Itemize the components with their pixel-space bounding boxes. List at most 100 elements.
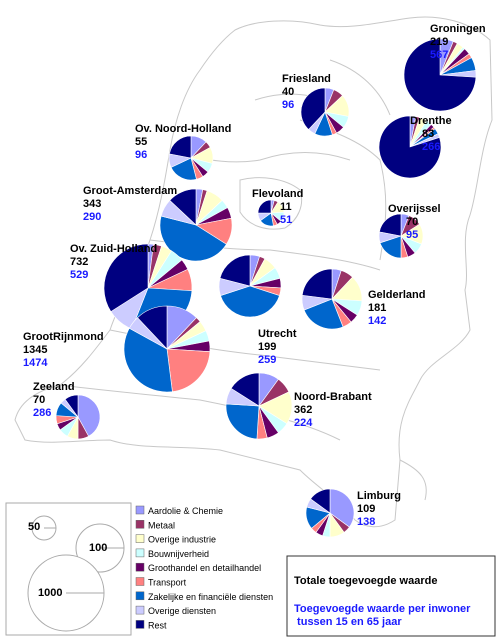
legend-swatch-groothandel [135, 562, 145, 572]
pie-slice-ov-zuid-holland-rest [103, 243, 149, 312]
legend-swatch-zakelijk [135, 591, 145, 601]
pie-grootrijnmond [123, 305, 211, 393]
pie-slice-noord-brabant-rest [230, 372, 260, 407]
size-label-100: 100 [89, 542, 107, 554]
pie-layer [55, 38, 477, 538]
legend-label-groothandel: Groothandel en detailhandel [148, 563, 261, 573]
outline-inner-8 [329, 59, 391, 116]
region-capita-gelderland: 142 [368, 315, 386, 327]
region-name-overijssel: Overijssel [388, 203, 441, 215]
region-total-gelderland: 181 [368, 302, 386, 314]
legend-swatch-transport [135, 577, 145, 586]
size-legend: 50 100 1000 [5, 502, 132, 636]
region-total-groot-amsterdam: 343 [83, 198, 101, 210]
pie-slice-grootrijnmond-rest [137, 305, 168, 350]
pie-zeeland [55, 394, 101, 440]
region-name-noord-brabant: Noord-Brabant [294, 391, 372, 403]
pie-slice-friesland-rest [300, 87, 326, 130]
region-capita-utrecht: 259 [258, 354, 276, 366]
region-name-limburg: Limburg [357, 490, 401, 502]
pie-slice-flevoland-rest [257, 199, 272, 214]
pie-ov-zuid-holland [103, 243, 193, 333]
legend-label-transport: Transport [148, 578, 187, 588]
pie-groot-amsterdam [159, 188, 233, 262]
region-total-overijssel: 70 [406, 216, 418, 228]
pie-overijssel [378, 213, 424, 259]
legend-label-rest: Rest [148, 620, 167, 630]
explanation-frame [286, 555, 496, 637]
region-total-utrecht: 199 [258, 341, 276, 353]
explanation-capita-line2: tussen 15 en 65 jaar [294, 616, 402, 628]
pie-slice-ov-noord-holland-rest [169, 135, 192, 159]
region-name-groot-amsterdam: Groot-Amsterdam [83, 185, 177, 197]
region-name-groningen: Groningen [430, 23, 486, 35]
outline-inner-5 [239, 177, 303, 230]
pie-gelderland [301, 268, 363, 330]
pie-slice-utrecht-zakelijk [220, 285, 280, 318]
pie-slice-gelderland-rest [301, 268, 333, 300]
pie-noord-brabant [225, 372, 293, 440]
region-total-ov-noord-holland: 55 [135, 136, 147, 148]
pie-drenthe [378, 115, 442, 179]
region-total-zeeland: 70 [33, 394, 45, 406]
pie-slice-limburg-aardolie [329, 488, 355, 528]
region-name-utrecht: Utrecht [258, 328, 297, 340]
legend-label-bouw: Bouwnijverheid [148, 549, 209, 559]
pie-slice-utrecht-rest [219, 254, 251, 287]
region-total-noord-brabant: 362 [294, 404, 312, 416]
outline-inner-2 [299, 119, 387, 261]
size-label-1000: 1000 [38, 587, 62, 599]
label-layer: Groningen219567Friesland4096Drenthe83266… [23, 23, 486, 528]
region-total-limburg: 109 [357, 503, 375, 515]
region-name-ov-zuid-holland: Ov. Zuid-Holland [70, 243, 157, 255]
size-label-50: 50 [28, 521, 40, 533]
legend-swatch-overige_diensten [135, 605, 145, 615]
region-name-ov-noord-holland: Ov. Noord-Holland [135, 123, 231, 135]
outline-inner-6 [59, 384, 341, 441]
region-capita-drenthe: 266 [422, 141, 440, 153]
region-total-friesland: 40 [282, 86, 294, 98]
pie-utrecht [218, 254, 282, 318]
explanation-capita-line1: Toegevoegde waarde per inwoner [294, 603, 471, 615]
outline-inner-9 [254, 93, 311, 101]
region-total-flevoland: 11 [280, 201, 292, 213]
pie-groningen [403, 38, 477, 112]
legend-swatch-metaal [135, 520, 145, 529]
pie-slice-zeeland-aardolie [77, 394, 101, 437]
region-capita-overijssel: 95 [406, 229, 418, 241]
pie-friesland [300, 87, 350, 137]
region-capita-flevoland: 51 [280, 214, 292, 226]
region-total-ov-zuid-holland: 732 [70, 256, 88, 268]
explanation-box: Totale toegevoegde waarde Toegevoegde wa… [286, 555, 496, 637]
legend-label-metaal: Metaal [148, 520, 175, 530]
region-capita-ov-zuid-holland: 529 [70, 269, 88, 281]
pie-slice-noord-brabant-zakelijk [225, 403, 260, 440]
legend-swatch-aardolie [135, 505, 145, 515]
pie-slice-grootrijnmond-transport [166, 348, 211, 392]
region-capita-zeeland: 286 [33, 407, 51, 419]
pie-slice-groningen-rest [403, 38, 477, 112]
region-total-drenthe: 83 [422, 128, 434, 140]
pie-slice-zeeland-rest [64, 394, 79, 418]
explanation-total-label: Totale toegevoegde waarde [294, 575, 437, 587]
region-name-flevoland: Flevoland [252, 188, 303, 200]
region-name-drenthe: Drenthe [410, 115, 452, 127]
pie-ov-noord-holland [168, 135, 214, 181]
region-name-zeeland: Zeeland [33, 381, 75, 393]
pie-slice-overijssel-rest [379, 213, 402, 237]
region-capita-ov-noord-holland: 96 [135, 149, 147, 161]
region-capita-grootrijnmond: 1474 [23, 357, 48, 369]
sector-legend: Aardolie & Chemie Metaal Overige industrie… [135, 505, 273, 630]
legend-swatch-rest [135, 620, 145, 629]
region-capita-groningen: 567 [430, 49, 448, 61]
outline-inner-7 [399, 459, 427, 501]
region-name-grootrijnmond: GrootRijnmond [23, 331, 104, 343]
pie-flevoland [257, 199, 285, 227]
legend-label-overige_industrie: Overige industrie [148, 535, 216, 545]
legend-swatch-overige_industrie [135, 534, 145, 543]
region-total-grootrijnmond: 1345 [23, 344, 47, 356]
pie-slice-drenthe-rest [378, 115, 442, 179]
pie-slice-groot-amsterdam-zakelijk [159, 215, 227, 262]
pie-slice-grootrijnmond-zakelijk [123, 327, 173, 393]
